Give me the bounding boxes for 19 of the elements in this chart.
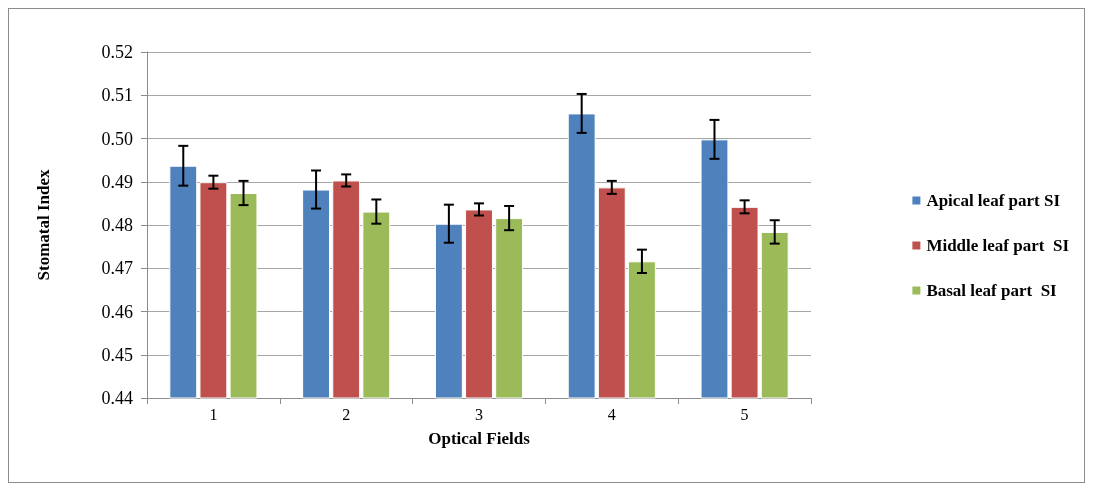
y-tick-label: 0.44	[101, 388, 133, 408]
x-tick-label: 4	[607, 405, 616, 423]
x-axis-title: Optical Fields	[428, 429, 531, 448]
legend-label: Basal leaf part SI	[926, 281, 1058, 300]
legend-label: Apical leaf part SI	[926, 191, 1061, 210]
y-tick-label: 0.50	[101, 128, 133, 149]
x-tick-label: 3	[475, 405, 483, 423]
y-tick-label: 0.46	[101, 301, 133, 322]
y-tick-label: 0.52	[101, 42, 133, 62]
y-axis-title: Stomatal Index	[34, 169, 53, 281]
x-tick-label: 5	[740, 405, 749, 423]
y-tick-label: 0.48	[101, 215, 133, 235]
y-tick-label: 0.51	[101, 85, 133, 106]
legend-label: Middle leaf part SI	[926, 236, 1070, 255]
x-tick-label: 1	[209, 405, 218, 423]
y-tick-label: 0.45	[101, 344, 133, 365]
y-tick-label: 0.49	[101, 171, 133, 192]
x-tick-label: 2	[342, 405, 351, 423]
y-tick-label: 0.47	[101, 258, 133, 279]
